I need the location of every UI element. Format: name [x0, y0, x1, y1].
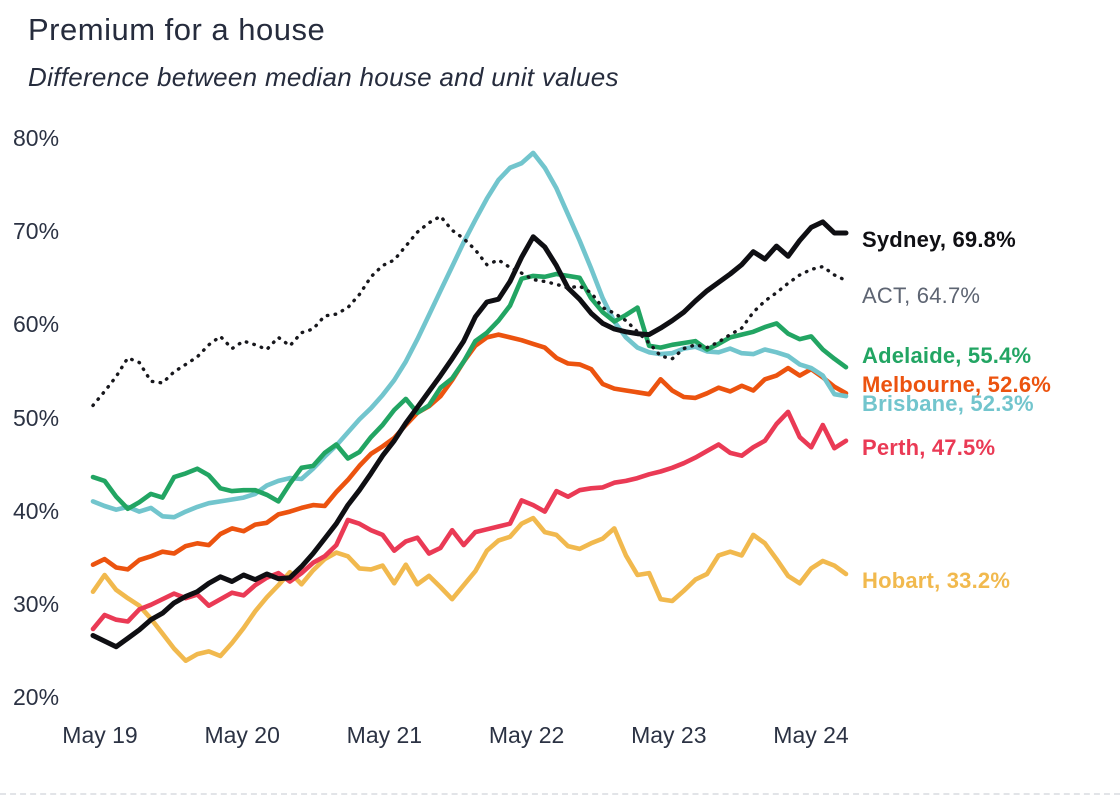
y-axis-label-60: 60% [13, 311, 60, 338]
series-line-adelaide [90, 271, 849, 512]
y-axis-label-80: 80% [13, 125, 60, 151]
series-label-hobart: Hobart, 33.2% [862, 568, 1011, 593]
series-label-adelaide: Adelaide, 55.4% [862, 343, 1032, 368]
series-line-perth [90, 409, 849, 632]
y-axis-label-50: 50% [13, 404, 60, 431]
bottom-dashed-divider [0, 793, 1120, 795]
series-line-brisbane [90, 150, 849, 520]
y-axis-label-70: 70% [13, 218, 60, 245]
x-axis-label-may-19: May 19 [62, 722, 138, 748]
series-label-brisbane: Brisbane, 52.3% [862, 391, 1034, 416]
x-axis-label-may-24: May 24 [773, 722, 849, 748]
series-line-sydney [90, 219, 849, 650]
page-subtitle: Difference between median house and unit… [28, 62, 619, 92]
series-label-act: ACT, 64.7% [862, 283, 981, 308]
y-axis-label-30: 30% [13, 590, 60, 617]
page-title: Premium for a house [28, 12, 326, 47]
y-axis-label-40: 40% [13, 497, 60, 524]
series-label-sydney: Sydney, 69.8% [862, 227, 1016, 252]
series-line-act [91, 214, 848, 408]
series-label-melbourne: Melbourne, 52.6% [862, 372, 1052, 397]
x-axis-label-may-23: May 23 [631, 722, 707, 748]
series-label-perth: Perth, 47.5% [862, 435, 996, 460]
x-axis-label-may-21: May 21 [346, 722, 423, 748]
x-axis-label-may-20: May 20 [204, 722, 280, 748]
y-axis-label-20: 20% [13, 684, 60, 710]
x-axis-label-may-22: May 22 [488, 722, 565, 748]
series-line-hobart [90, 515, 849, 664]
